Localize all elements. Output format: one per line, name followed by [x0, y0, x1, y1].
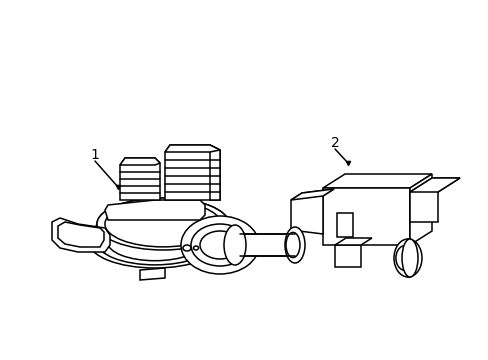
Ellipse shape — [191, 224, 248, 266]
Polygon shape — [409, 178, 459, 192]
Polygon shape — [58, 222, 104, 247]
Ellipse shape — [97, 219, 213, 265]
Polygon shape — [209, 145, 220, 200]
Polygon shape — [120, 158, 160, 200]
Ellipse shape — [395, 246, 413, 270]
Ellipse shape — [393, 239, 421, 277]
Polygon shape — [140, 268, 164, 280]
Ellipse shape — [200, 231, 240, 259]
Ellipse shape — [193, 246, 198, 250]
Ellipse shape — [183, 245, 191, 251]
Polygon shape — [334, 238, 371, 245]
Polygon shape — [52, 218, 110, 252]
Polygon shape — [409, 178, 459, 222]
Polygon shape — [334, 245, 360, 267]
Ellipse shape — [285, 227, 305, 263]
Ellipse shape — [181, 216, 259, 274]
Polygon shape — [290, 189, 333, 200]
Ellipse shape — [97, 198, 228, 250]
Ellipse shape — [224, 225, 245, 265]
Polygon shape — [164, 145, 220, 152]
Polygon shape — [323, 188, 409, 245]
Polygon shape — [105, 200, 204, 220]
Text: 2: 2 — [330, 136, 339, 150]
Text: 1: 1 — [90, 148, 99, 162]
Ellipse shape — [105, 201, 221, 247]
Ellipse shape — [285, 233, 299, 258]
Polygon shape — [164, 145, 220, 200]
Polygon shape — [120, 158, 160, 165]
Polygon shape — [290, 189, 333, 234]
Ellipse shape — [97, 198, 228, 250]
Polygon shape — [240, 234, 294, 256]
Polygon shape — [409, 174, 431, 245]
Polygon shape — [323, 174, 431, 188]
Ellipse shape — [401, 239, 417, 277]
Polygon shape — [336, 213, 352, 237]
Ellipse shape — [107, 223, 202, 261]
Ellipse shape — [89, 216, 221, 268]
